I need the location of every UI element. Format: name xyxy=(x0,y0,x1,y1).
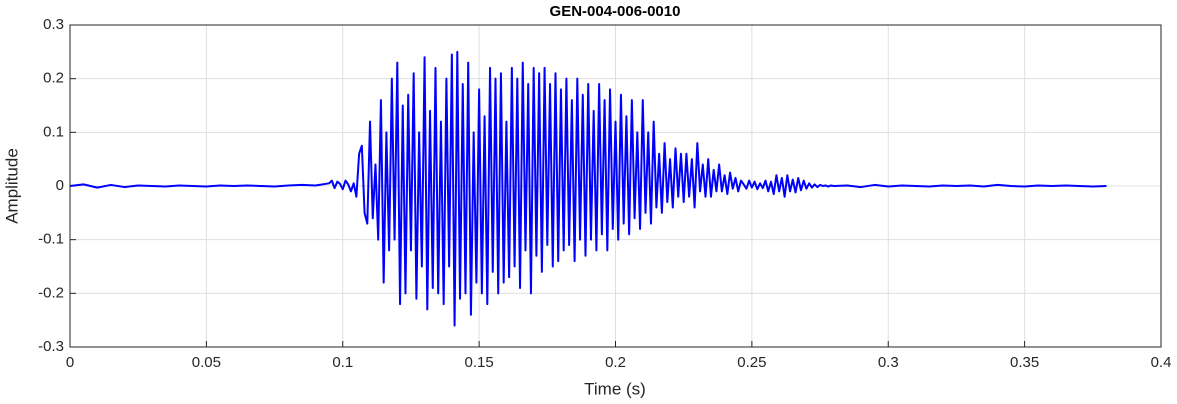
x-tick-label: 0.3 xyxy=(878,354,899,371)
y-tick-label: -0.1 xyxy=(38,231,64,248)
x-tick-label: 0.4 xyxy=(1151,354,1172,371)
axes-box xyxy=(69,24,1162,348)
x-tick-label: 0.35 xyxy=(1010,354,1039,371)
x-tick-label: 0 xyxy=(66,354,74,371)
x-tick-label: 0.25 xyxy=(737,354,766,371)
x-tick-label: 0.1 xyxy=(332,354,353,371)
y-tick-label: 0.1 xyxy=(43,123,64,140)
x-axis-label: Time (s) xyxy=(584,379,646,398)
y-tick-label: -0.2 xyxy=(38,284,64,301)
x-tick-label: 0.2 xyxy=(605,354,626,371)
chart-title: GEN-004-006-0010 xyxy=(550,3,681,20)
y-axis-label: Amplitude xyxy=(2,148,21,224)
waveform-line xyxy=(69,50,1107,327)
y-tick-label: -0.3 xyxy=(38,338,64,355)
y-tick-label: 0 xyxy=(56,177,64,194)
y-tick-label: 0.2 xyxy=(43,70,64,87)
y-tick-label: 0.3 xyxy=(43,16,64,33)
x-tick-label: 0.05 xyxy=(192,354,221,371)
x-tick-label: 0.15 xyxy=(465,354,494,371)
